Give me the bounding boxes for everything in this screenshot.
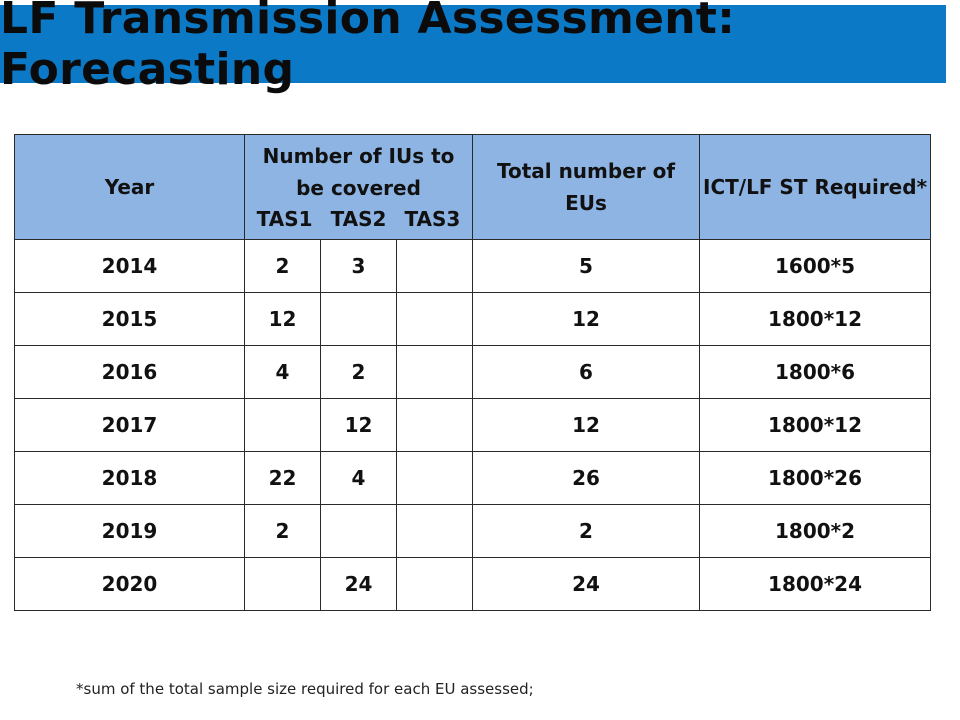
cell-tas2: 4 (320, 451, 397, 505)
table-row: 2019 2 2 1800*2 (14, 504, 932, 558)
cell-tas2 (320, 292, 397, 346)
table-header-row: Year Number of IUs to be covered TAS1 TA… (14, 134, 932, 240)
table-row: 2016 4 2 6 1800*6 (14, 345, 932, 399)
table-row: 2020 24 24 1800*24 (14, 557, 932, 611)
header-year: Year (14, 134, 245, 240)
cell-tas3 (395, 292, 474, 346)
cell-total: 12 (472, 398, 701, 452)
table-row: 2017 12 12 1800*12 (14, 398, 932, 452)
cell-year: 2015 (14, 292, 245, 346)
cell-tas3 (395, 557, 474, 611)
cell-total: 5 (472, 239, 701, 293)
cell-year: 2019 (14, 504, 245, 558)
cell-ict: 1800*26 (699, 451, 932, 505)
cell-tas1: 2 (244, 239, 321, 293)
cell-tas1: 4 (244, 345, 321, 399)
cell-tas3 (395, 398, 474, 452)
header-tas2: TAS2 (330, 207, 387, 231)
cell-year: 2020 (14, 557, 245, 611)
title-bar: LF Transmission Assessment: Forecasting (0, 0, 946, 95)
cell-ict: 1800*2 (699, 504, 932, 558)
cell-tas3 (395, 504, 474, 558)
footnote: *sum of the total sample size required f… (76, 680, 534, 698)
header-tas3: TAS3 (404, 207, 461, 231)
cell-tas2: 24 (320, 557, 397, 611)
cell-ict: 1800*24 (699, 557, 932, 611)
cell-tas2: 12 (320, 398, 397, 452)
cell-tas1: 12 (244, 292, 321, 346)
table-row: 2018 22 4 26 1800*26 (14, 451, 932, 505)
cell-year: 2016 (14, 345, 245, 399)
header-ius-line2: be covered (296, 176, 421, 200)
header-ius-line1: Number of IUs to (262, 144, 455, 168)
table-row: 2015 12 12 1800*12 (14, 292, 932, 346)
cell-year: 2017 (14, 398, 245, 452)
cell-tas1: 22 (244, 451, 321, 505)
cell-tas2 (320, 504, 397, 558)
cell-year: 2018 (14, 451, 245, 505)
slide-title: LF Transmission Assessment: Forecasting (0, 0, 736, 95)
forecast-table: Year Number of IUs to be covered TAS1 TA… (14, 134, 932, 611)
cell-ict: 1800*12 (699, 292, 932, 346)
cell-tas1: 2 (244, 504, 321, 558)
cell-tas3 (395, 345, 474, 399)
cell-total: 6 (472, 345, 701, 399)
header-tas-labels: TAS1 TAS2 TAS3 (245, 204, 472, 234)
cell-tas3 (395, 451, 474, 505)
table-row: 2014 2 3 5 1600*5 (14, 239, 932, 293)
cell-tas2: 3 (320, 239, 397, 293)
header-tas1: TAS1 (256, 207, 313, 231)
cell-tas1 (244, 557, 321, 611)
cell-ict: 1800*12 (699, 398, 932, 452)
cell-ict: 1600*5 (699, 239, 932, 293)
cell-year: 2014 (14, 239, 245, 293)
cell-tas2: 2 (320, 345, 397, 399)
cell-tas3 (395, 239, 474, 293)
cell-total: 24 (472, 557, 701, 611)
cell-ict: 1800*6 (699, 345, 932, 399)
cell-tas1 (244, 398, 321, 452)
cell-total: 26 (472, 451, 701, 505)
header-ius: Number of IUs to be covered TAS1 TAS2 TA… (243, 134, 474, 240)
header-total-eus: Total number of EUs (472, 134, 701, 240)
cell-total: 12 (472, 292, 701, 346)
header-ict: ICT/LF ST Required* (699, 134, 932, 240)
cell-total: 2 (472, 504, 701, 558)
